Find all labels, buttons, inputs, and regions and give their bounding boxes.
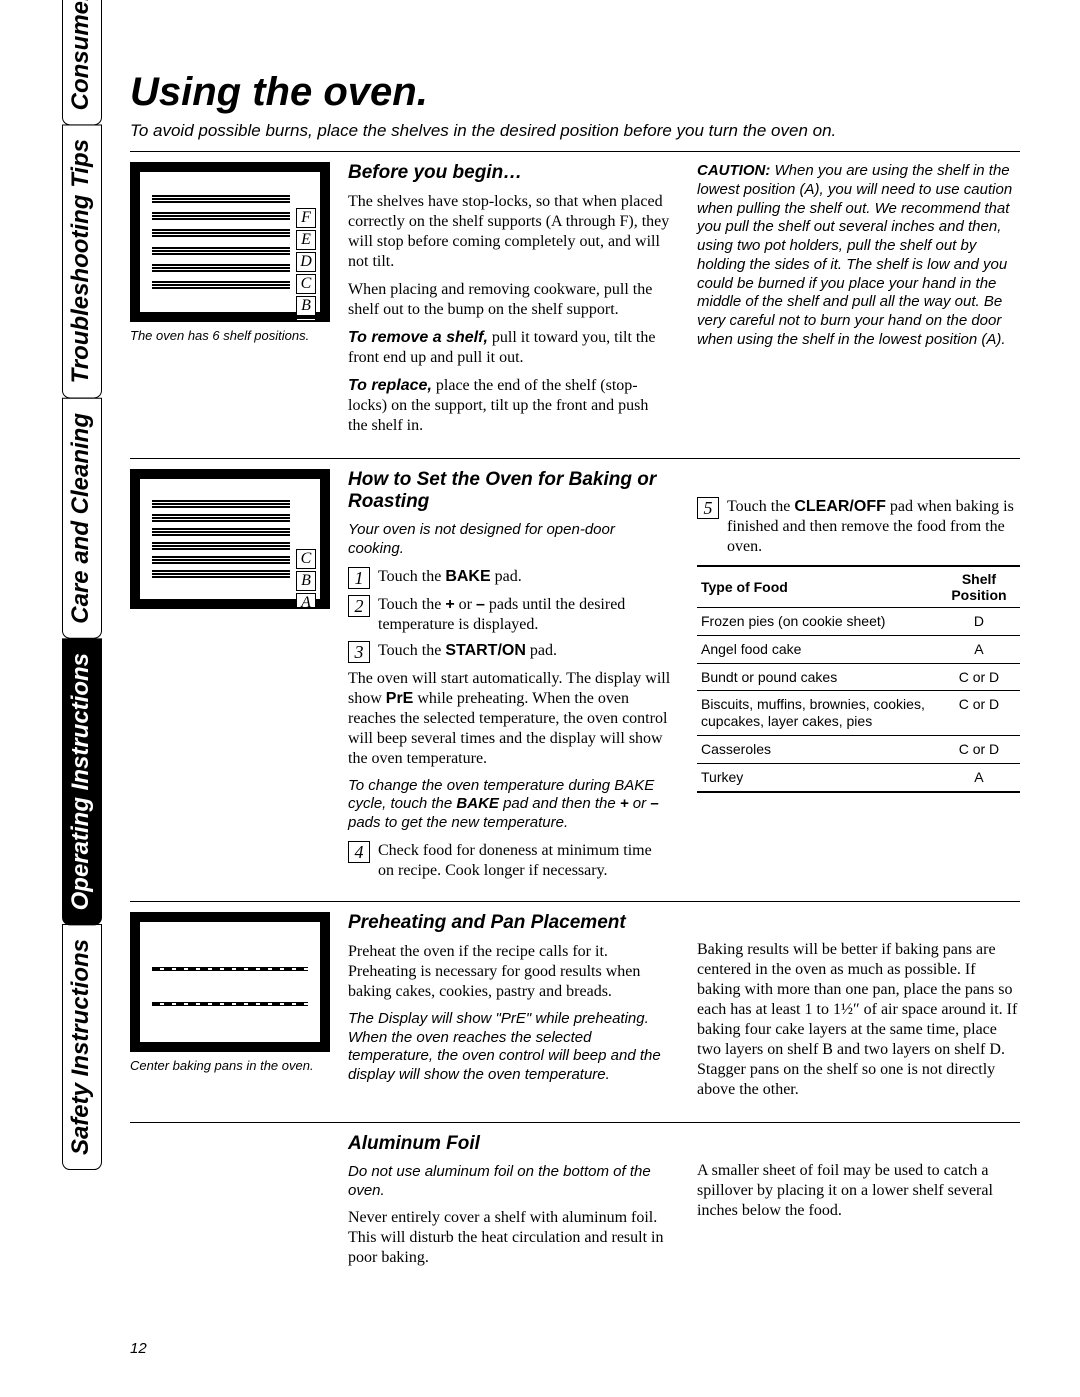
side-tabs: Safety Instructions Operating Instructio… — [62, 70, 102, 1170]
step-number: 1 — [348, 567, 370, 589]
figure-caption: Center baking pans in the oven. — [130, 1058, 330, 1074]
body-text: Preheat the oven if the recipe calls for… — [348, 942, 671, 1002]
step-number: 3 — [348, 641, 370, 663]
table-row: Frozen pies (on cookie sheet)D — [697, 608, 1020, 636]
note-text: The Display will show "PrE" while prehea… — [348, 1010, 671, 1085]
page-title: Using the oven. — [130, 70, 1020, 115]
figure-col: Center baking pans in the oven. — [130, 912, 330, 1108]
shelf-labels-3: C B A — [296, 549, 316, 609]
step-number: 5 — [697, 497, 719, 519]
section-before-you-begin: F E D C B A The oven has 6 shelf positio… — [130, 151, 1020, 444]
note-text: Your oven is not designed for open-door … — [348, 521, 671, 559]
step-text: Touch the BAKE pad. — [378, 567, 671, 589]
table-row: TurkeyA — [697, 763, 1020, 791]
body-text: Never entirely cover a shelf with alumin… — [348, 1208, 671, 1268]
section-aluminum-foil: Aluminum Foil Do not use aluminum foil o… — [130, 1122, 1020, 1277]
figure-caption: The oven has 6 shelf positions. — [130, 328, 330, 344]
table-row: Bundt or pound cakesC or D — [697, 663, 1020, 691]
step-number: 4 — [348, 841, 370, 863]
section-heading: Before you begin… — [348, 162, 671, 184]
body-text: Baking results will be better if baking … — [697, 940, 1020, 1100]
body-text: A smaller sheet of foil may be used to c… — [697, 1161, 1020, 1221]
step-text: Touch the CLEAR/OFF pad when baking is f… — [727, 497, 1020, 557]
section-heading: How to Set the Oven for Baking or Roasti… — [348, 469, 671, 513]
tab-troubleshooting: Troubleshooting Tips — [62, 124, 102, 398]
note-text: To change the oven temperature during BA… — [348, 777, 671, 833]
tab-operating: Operating Instructions — [62, 638, 102, 925]
step-number: 2 — [348, 595, 370, 617]
step-text: Touch the START/ON pad. — [378, 641, 671, 663]
body-text: To replace, place the end of the shelf (… — [348, 376, 671, 436]
tab-care: Care and Cleaning — [62, 398, 102, 639]
table-row: Angel food cakeA — [697, 635, 1020, 663]
shelf-labels-6: F E D C B A — [296, 208, 316, 322]
tab-safety: Safety Instructions — [62, 924, 102, 1170]
note-text: Do not use aluminum foil on the bottom o… — [348, 1163, 671, 1201]
section-baking-roasting: C B A How to Set the Oven for Baking or … — [130, 458, 1020, 887]
manual-page: Safety Instructions Operating Instructio… — [0, 0, 1080, 1397]
caution-text: CAUTION: When you are using the shelf in… — [697, 162, 1020, 350]
shelf-position-table: Type of Food Shelf Position Frozen pies … — [697, 565, 1020, 793]
oven-shelves-figure-3: C B A — [130, 469, 330, 609]
figure-col: F E D C B A The oven has 6 shelf positio… — [130, 162, 330, 444]
body-text: The shelves have stop-locks, so that whe… — [348, 192, 671, 272]
page-number: 12 — [130, 1340, 147, 1357]
oven-shelves-figure: F E D C B A — [130, 162, 330, 322]
section-heading: Preheating and Pan Placement — [348, 912, 671, 934]
figure-col — [130, 1133, 330, 1277]
table-row: Biscuits, muffins, brownies, cookies, cu… — [697, 691, 1020, 736]
section-heading: Aluminum Foil — [348, 1133, 671, 1155]
step-text: Check food for doneness at minimum time … — [378, 841, 671, 881]
body-text: When placing and removing cookware, pull… — [348, 280, 671, 320]
step-text: Touch the + or – pads until the desired … — [378, 595, 671, 635]
body-text: The oven will start automatically. The d… — [348, 669, 671, 769]
page-intro: To avoid possible burns, place the shelv… — [130, 121, 1020, 141]
body-text: To remove a shelf, pull it toward you, t… — [348, 328, 671, 368]
pan-placement-figure — [130, 912, 330, 1052]
section-preheating: Center baking pans in the oven. Preheati… — [130, 901, 1020, 1108]
table-header: Shelf Position — [938, 566, 1020, 608]
figure-col: C B A — [130, 469, 330, 887]
table-header: Type of Food — [697, 566, 938, 608]
tab-support: Consumer Support — [62, 0, 102, 125]
table-row: CasserolesC or D — [697, 735, 1020, 763]
